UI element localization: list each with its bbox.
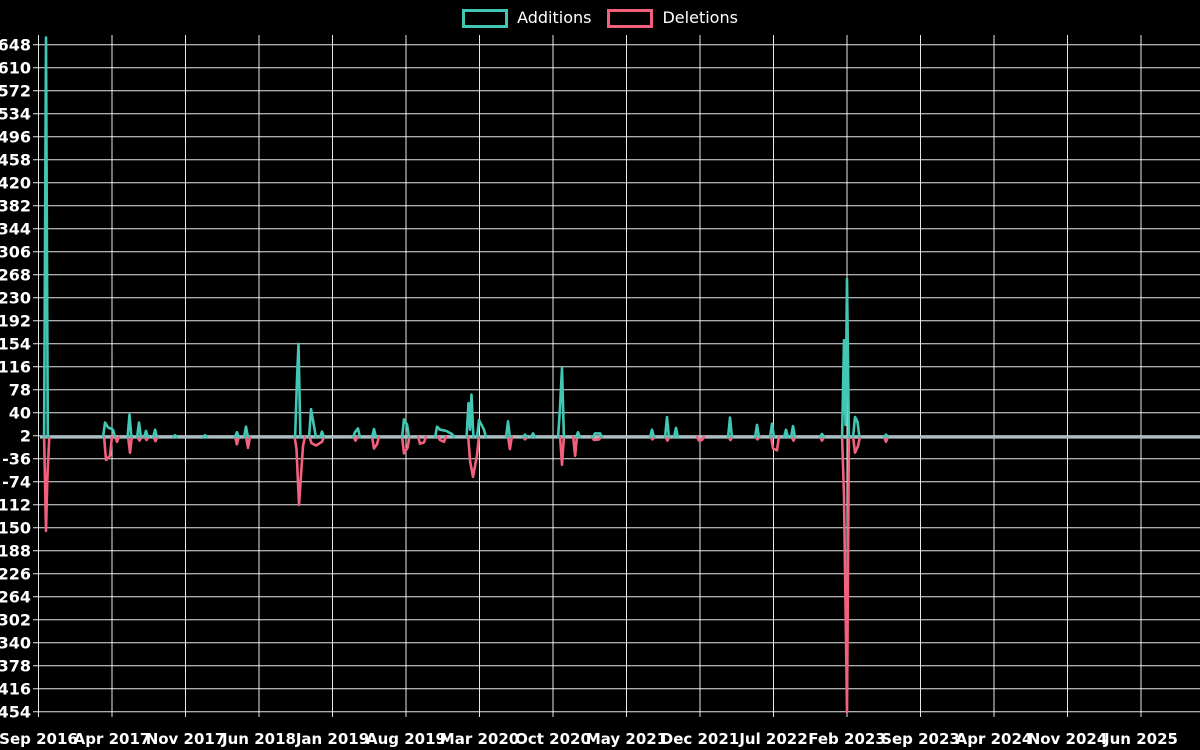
- x-tick-label: Jan 2019: [295, 730, 369, 748]
- x-tick-label: Apr 2024: [956, 730, 1033, 748]
- y-tick-label: 458: [0, 150, 31, 169]
- legend-item-additions[interactable]: Additions: [462, 8, 591, 28]
- x-tick-label: Dec 2021: [661, 730, 740, 748]
- y-tick-label: 116: [0, 357, 31, 376]
- legend-label-deletions: Deletions: [662, 8, 738, 27]
- y-tick-label: 572: [0, 81, 31, 100]
- y-tick-label: -188: [0, 541, 31, 560]
- y-tick-label: 2: [20, 426, 31, 445]
- y-tick-label: 534: [0, 104, 31, 123]
- deletions-line: [42, 435, 890, 714]
- y-tick-label: -74: [2, 472, 31, 491]
- x-tick-label: Mar 2020: [440, 730, 519, 748]
- y-tick-label: -226: [0, 564, 31, 583]
- y-tick-label: -36: [2, 449, 31, 468]
- x-tick-label: Sep 2023: [881, 730, 960, 748]
- x-tick-label: Aug 2019: [366, 730, 446, 748]
- y-tick-label: 496: [0, 127, 31, 146]
- x-tick-label: Apr 2017: [74, 730, 151, 748]
- y-tick-label: -416: [0, 679, 31, 698]
- y-tick-label: -378: [0, 656, 31, 675]
- y-tick-label: -112: [0, 495, 31, 514]
- y-tick-label: 268: [0, 265, 31, 284]
- y-tick-label: 344: [0, 219, 31, 238]
- x-tick-label: Jun 2025: [1103, 730, 1178, 748]
- legend-item-deletions[interactable]: Deletions: [607, 8, 738, 28]
- y-tick-label: 230: [0, 288, 31, 307]
- y-tick-label: -454: [0, 702, 31, 721]
- y-tick-label: -264: [0, 587, 31, 606]
- x-tick-label: Jul 2022: [738, 730, 807, 748]
- y-tick-label: -302: [0, 610, 31, 629]
- legend-label-additions: Additions: [517, 8, 592, 27]
- y-tick-label: 192: [0, 311, 31, 330]
- y-tick-label: 420: [0, 173, 31, 192]
- chart-legend: Additions Deletions: [0, 8, 1200, 28]
- additions-line: [42, 36, 890, 439]
- y-tick-label: 306: [0, 242, 31, 261]
- x-tick-label: May 2021: [586, 730, 667, 748]
- x-tick-label: Nov 2017: [146, 730, 226, 748]
- y-tick-label: -150: [0, 518, 31, 537]
- y-tick-label: 382: [0, 196, 31, 215]
- y-tick-label: 78: [9, 380, 31, 399]
- y-tick-label: 648: [0, 35, 31, 54]
- y-tick-label: 40: [9, 403, 31, 422]
- additions-swatch: [462, 8, 509, 28]
- x-tick-label: Jun 2018: [221, 730, 296, 748]
- y-tick-label: -340: [0, 633, 31, 652]
- y-tick-label: 154: [0, 334, 31, 353]
- x-tick-label: Sep 2016: [0, 730, 78, 748]
- deletions-swatch: [607, 8, 654, 28]
- y-tick-label: 610: [0, 58, 31, 77]
- x-tick-label: Oct 2020: [515, 730, 591, 748]
- x-tick-label: Nov 2024: [1028, 730, 1108, 748]
- x-tick-label: Feb 2023: [808, 730, 886, 748]
